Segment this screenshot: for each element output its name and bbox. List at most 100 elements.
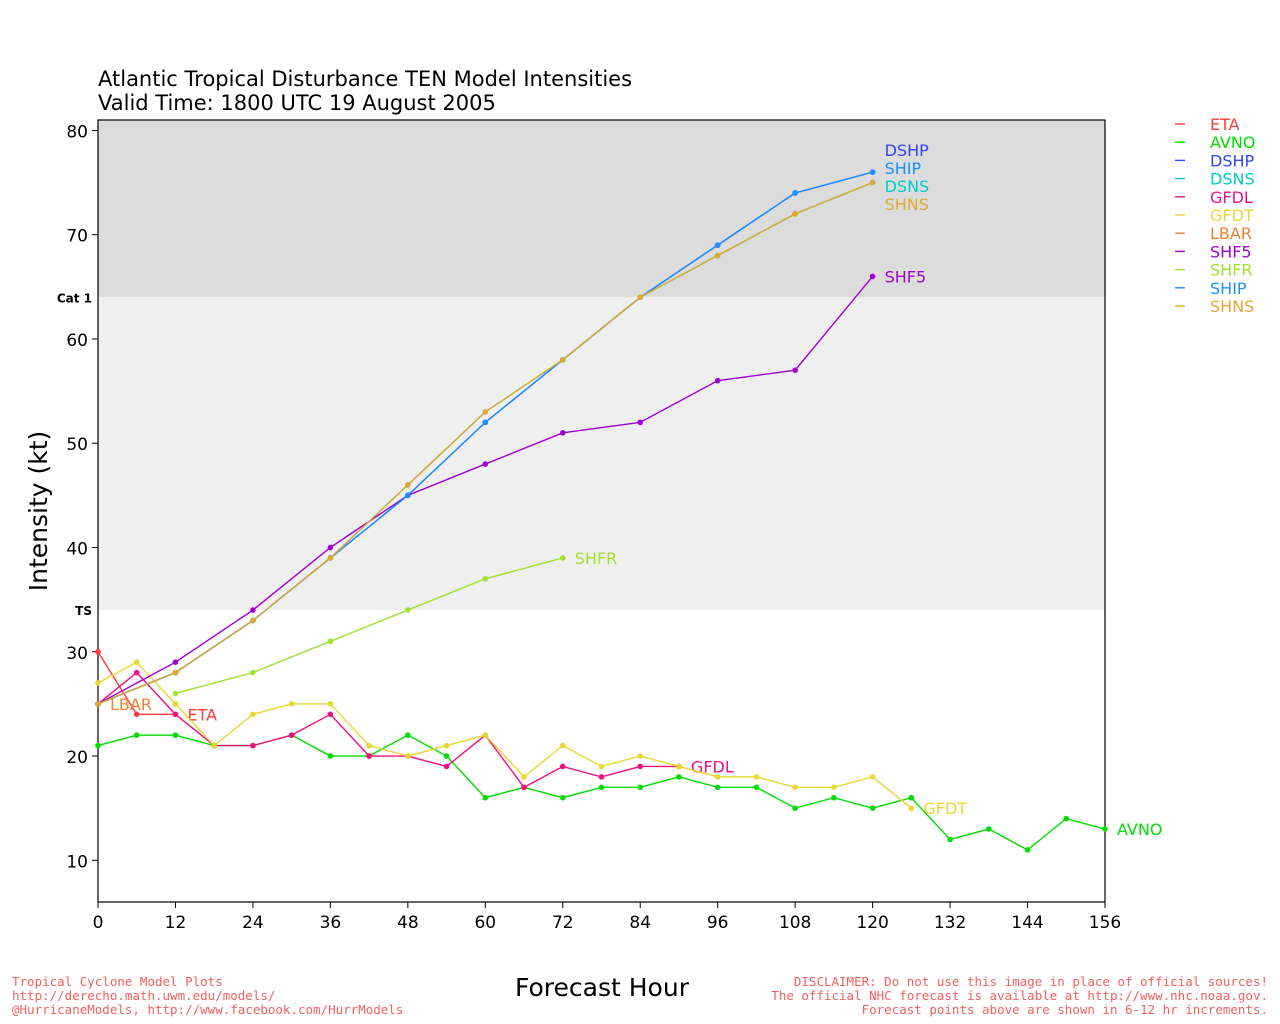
footer-left: Tropical Cyclone Model Plots http://dere… xyxy=(12,975,403,1017)
data-point-avno xyxy=(133,732,140,738)
data-point-gfdt xyxy=(598,763,605,770)
x-tick-label: 60 xyxy=(474,913,496,933)
x-tick-label: 72 xyxy=(552,913,574,933)
data-point-avno xyxy=(986,826,992,832)
data-point-avno xyxy=(327,753,334,759)
data-point-gfdl xyxy=(327,711,334,718)
data-point-gfdt xyxy=(211,742,217,749)
data-point-shns xyxy=(172,669,179,676)
data-point-avno xyxy=(172,732,179,738)
legend-label: GFDL xyxy=(1210,188,1253,207)
data-point-avno xyxy=(831,794,837,801)
x-axis-label: Forecast Hour xyxy=(515,973,690,1002)
y-tick-label: 20 xyxy=(66,748,88,768)
series-line-gfdt xyxy=(97,661,912,809)
y-tick-label: 70 xyxy=(66,227,88,247)
y-tick-label: 10 xyxy=(66,852,88,872)
series-end-label: SHNS xyxy=(885,195,929,214)
y-tick-label: 60 xyxy=(66,331,88,351)
data-point-avno xyxy=(1063,815,1070,822)
series-end-label: GFDT xyxy=(923,799,967,818)
data-point-gfdl xyxy=(172,711,179,718)
legend-label: DSHP xyxy=(1210,151,1255,170)
data-point-shf5 xyxy=(714,377,721,384)
legend-label: SHNS xyxy=(1210,297,1254,316)
data-point-gfdt xyxy=(521,774,527,780)
data-point-gfdt xyxy=(250,711,256,718)
data-point-gfdt xyxy=(133,659,140,665)
data-point-gfdt xyxy=(366,742,372,749)
data-point-shf5 xyxy=(792,367,798,374)
data-point-gfdt xyxy=(172,701,179,707)
data-point-gfdt xyxy=(676,763,682,770)
footer-left-line: Tropical Cyclone Model Plots xyxy=(12,974,223,989)
y-tick-label: 40 xyxy=(66,539,88,559)
data-point-shns xyxy=(482,409,489,415)
data-point-shns xyxy=(405,482,411,488)
data-point-gfdt xyxy=(753,774,760,780)
data-point-gfdl xyxy=(366,753,372,759)
data-point-avno xyxy=(792,805,798,811)
data-point-ship xyxy=(869,169,876,175)
data-point-gfdl xyxy=(288,732,295,738)
footer-left-line: http://derecho.math.uwm.edu/models/ xyxy=(12,988,276,1003)
series-line-gfdl xyxy=(97,671,679,789)
y-tick-label: 50 xyxy=(66,435,88,455)
data-point-shns xyxy=(792,211,798,217)
data-point-shf5 xyxy=(172,659,179,665)
legend-label: DSNS xyxy=(1210,170,1255,189)
data-point-eta xyxy=(95,648,101,655)
data-point-shfr xyxy=(327,638,334,645)
data-point-gfdt xyxy=(443,742,450,749)
band-label: Cat 1 xyxy=(57,291,92,305)
data-point-gfdl xyxy=(637,763,644,770)
legend-label: SHFR xyxy=(1210,261,1253,280)
data-point-shns xyxy=(637,294,644,301)
data-point-shfr xyxy=(172,690,179,697)
series-line-avno xyxy=(97,734,1106,851)
y-tick-label: 30 xyxy=(66,644,88,664)
data-point-avno xyxy=(637,784,644,791)
x-tick-label: 84 xyxy=(629,913,651,933)
legend-label: ETA xyxy=(1210,115,1240,134)
legend-label: SHF5 xyxy=(1210,242,1252,261)
data-point-avno xyxy=(908,794,915,801)
data-point-gfdl xyxy=(598,774,605,780)
x-tick-label: 36 xyxy=(320,913,342,933)
data-point-avno xyxy=(753,784,760,791)
x-tick-label: 0 xyxy=(93,913,104,933)
x-tick-label: 24 xyxy=(242,913,264,933)
x-tick-label: 12 xyxy=(165,913,187,933)
data-point-shfr xyxy=(482,575,489,582)
data-point-shns xyxy=(327,555,334,561)
data-point-shns xyxy=(250,617,256,624)
data-point-shfr xyxy=(250,669,256,676)
footer-right-line: DISCLAIMER: Do not use this image in pla… xyxy=(793,974,1268,989)
x-tick-label: 156 xyxy=(1089,913,1121,933)
data-point-gfdt xyxy=(327,701,334,707)
intensity-band xyxy=(98,120,1105,298)
legend-label: AVNO xyxy=(1210,133,1255,152)
data-point-shns xyxy=(869,179,876,186)
data-point-ship xyxy=(405,492,411,499)
x-tick-label: 96 xyxy=(707,913,729,933)
band-label: TS xyxy=(75,604,92,618)
data-point-gfdt xyxy=(288,701,295,707)
data-point-shns xyxy=(95,701,101,707)
data-point-gfdt xyxy=(908,805,915,811)
data-point-avno xyxy=(714,784,721,791)
x-tick-label: 108 xyxy=(779,913,811,933)
series-end-label: AVNO xyxy=(1117,820,1162,839)
data-point-gfdl xyxy=(521,784,527,791)
series-end-label: DSHP xyxy=(885,141,930,160)
chart-title: Atlantic Tropical Disturbance TEN Model … xyxy=(98,67,632,91)
footer-right-line: Forecast points above are shown in 6-12 … xyxy=(861,1002,1268,1017)
data-point-gfdt xyxy=(714,774,721,780)
data-point-avno xyxy=(559,794,566,801)
data-point-shfr xyxy=(405,607,411,613)
data-point-shf5 xyxy=(250,607,256,613)
intensity-band xyxy=(98,297,1105,611)
data-point-ship xyxy=(792,190,798,196)
data-point-gfdt xyxy=(95,680,101,686)
